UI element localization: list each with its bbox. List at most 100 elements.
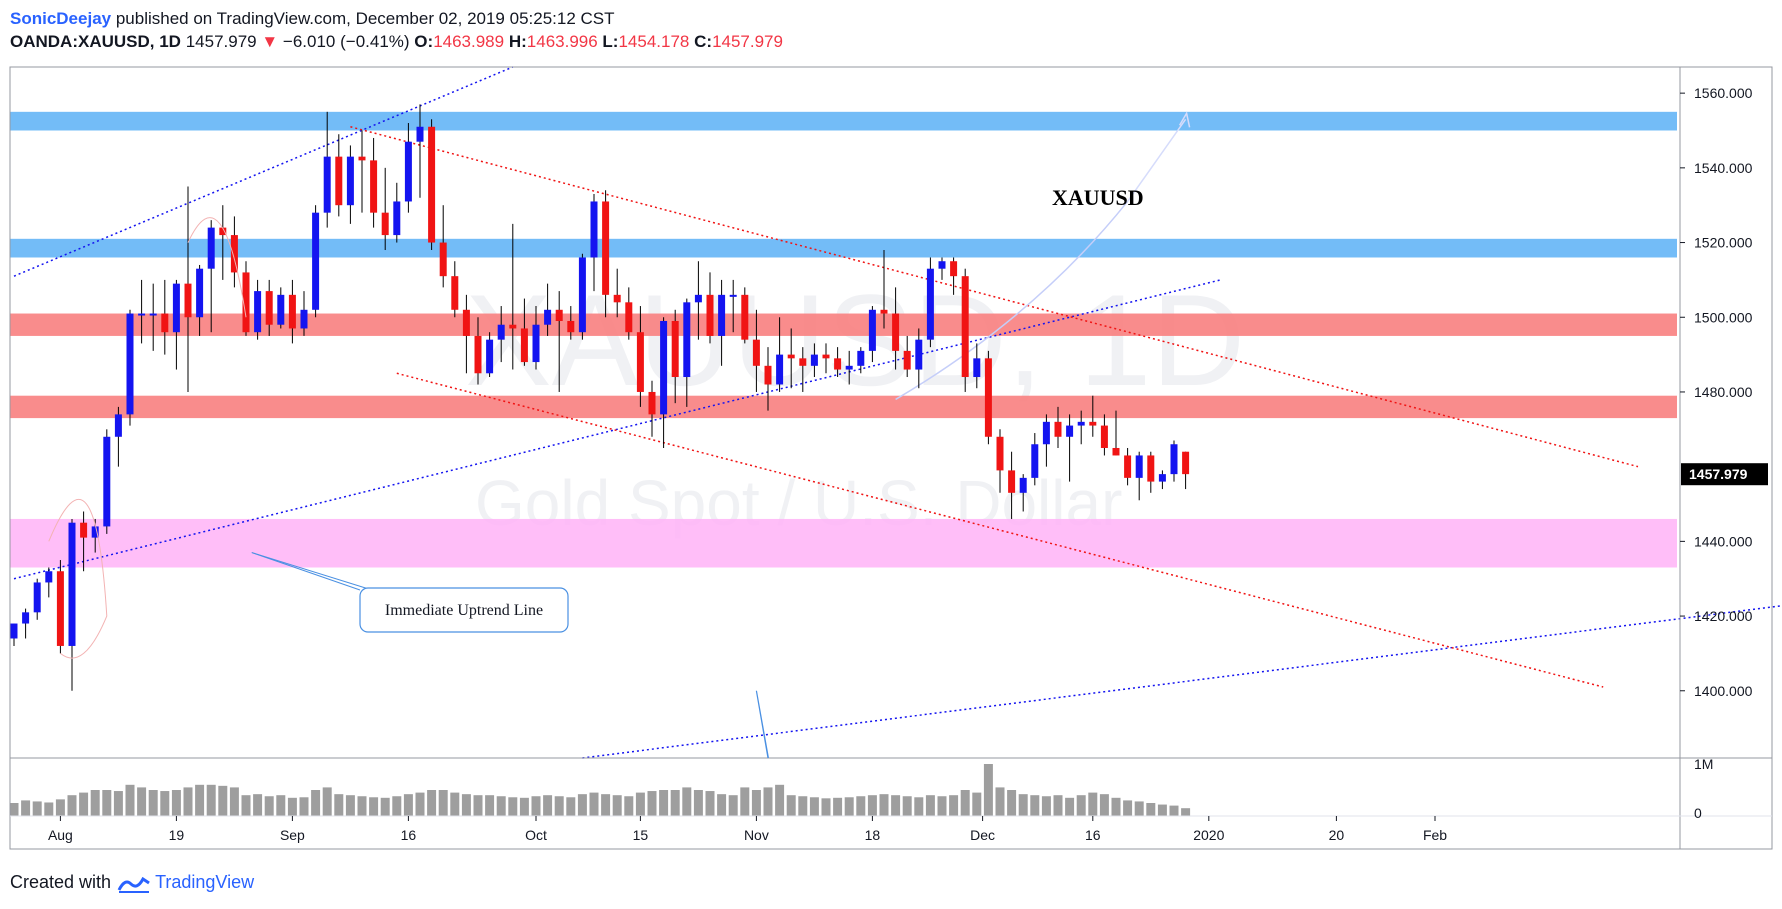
volume-bar bbox=[751, 790, 761, 816]
high-label: H: bbox=[508, 32, 527, 51]
candle-body bbox=[1089, 421, 1097, 426]
volume-bar bbox=[682, 787, 692, 816]
volume-bar bbox=[473, 795, 483, 816]
candle-body bbox=[172, 283, 180, 333]
candle-body bbox=[254, 291, 262, 333]
volume-bar bbox=[925, 795, 935, 816]
time-tick-label: Sep bbox=[280, 827, 305, 843]
candle-body bbox=[288, 294, 296, 329]
candle-body bbox=[741, 294, 749, 340]
candle-body bbox=[1031, 444, 1039, 478]
callout-pointer bbox=[251, 552, 373, 591]
candle-body bbox=[474, 335, 482, 374]
candle-body bbox=[938, 261, 946, 269]
candle-body bbox=[312, 212, 320, 310]
volume-bar bbox=[44, 802, 54, 816]
candle-body bbox=[1135, 455, 1143, 478]
candle-body bbox=[80, 522, 88, 538]
volume-bar bbox=[1146, 803, 1156, 816]
candle-body bbox=[428, 126, 436, 243]
candle-body bbox=[184, 283, 192, 318]
pivot-zone bbox=[10, 313, 1677, 336]
candle-body bbox=[903, 350, 911, 370]
time-tick-label: 16 bbox=[401, 827, 417, 843]
volume-bar bbox=[137, 787, 147, 816]
high-value: 1463.996 bbox=[526, 32, 598, 51]
time-tick-label: 20 bbox=[1329, 827, 1345, 843]
volume-bar bbox=[659, 790, 669, 816]
candle-body bbox=[242, 272, 250, 333]
volume-bar bbox=[253, 794, 263, 816]
volume-bar bbox=[403, 794, 413, 816]
volume-bar bbox=[195, 784, 205, 816]
volume-bar bbox=[937, 796, 947, 816]
candle-body bbox=[915, 339, 923, 370]
volume-bar bbox=[531, 796, 541, 816]
chart-annotation-title: XAUUSD bbox=[1052, 185, 1144, 210]
volume-bar bbox=[380, 797, 390, 816]
candle-body bbox=[149, 313, 157, 316]
volume-bar bbox=[206, 784, 216, 816]
long-uptrend-trendline bbox=[582, 604, 1782, 759]
candle-body bbox=[207, 227, 215, 269]
time-tick-label: Oct bbox=[525, 827, 547, 843]
volume-bar bbox=[171, 790, 181, 816]
candle-body bbox=[161, 313, 169, 333]
volume-bar bbox=[357, 796, 367, 816]
price-tick-label: 1480.000 bbox=[1694, 384, 1753, 400]
time-tick-label: 18 bbox=[865, 827, 881, 843]
open-label: O: bbox=[414, 32, 434, 51]
volume-bar bbox=[1181, 808, 1191, 816]
candle-body bbox=[346, 156, 354, 206]
volume-bar bbox=[1123, 800, 1133, 816]
volume-bar bbox=[496, 796, 506, 816]
volume-bar bbox=[311, 790, 321, 816]
volume-bar bbox=[914, 797, 924, 816]
volume-bar bbox=[9, 803, 19, 816]
candle-body bbox=[996, 436, 1004, 471]
volume-bar bbox=[519, 797, 529, 816]
candle-body bbox=[56, 571, 64, 646]
author-link[interactable]: SonicDeejay bbox=[10, 9, 112, 28]
volume-bar bbox=[183, 787, 193, 816]
candle-body bbox=[1019, 477, 1027, 493]
candle-body bbox=[370, 160, 378, 213]
candle-body bbox=[265, 291, 273, 325]
candle-body bbox=[636, 332, 644, 392]
volume-bar bbox=[438, 790, 448, 816]
tradingview-brand[interactable]: TradingView bbox=[117, 872, 254, 893]
volume-bar bbox=[334, 794, 344, 816]
candle-body bbox=[590, 201, 598, 258]
candle-body bbox=[33, 582, 41, 613]
price-tick-label: 1520.000 bbox=[1694, 235, 1753, 251]
volume-bar bbox=[995, 787, 1005, 816]
candle-body bbox=[277, 294, 285, 325]
time-tick-label: Aug bbox=[48, 827, 73, 843]
volume-bar bbox=[717, 794, 727, 816]
last-price-badge bbox=[1681, 463, 1768, 486]
volume-bar bbox=[55, 799, 65, 816]
last-price-label: 1457.979 bbox=[1689, 466, 1748, 482]
low-label: L: bbox=[602, 32, 619, 51]
volume-bar bbox=[891, 795, 901, 816]
candle-body bbox=[219, 227, 227, 236]
volume-bar bbox=[1030, 795, 1040, 816]
chart-header: SonicDeejay published on TradingView.com… bbox=[10, 7, 783, 53]
upper-downtrend-trendline bbox=[350, 126, 1639, 468]
candle-body bbox=[1112, 447, 1120, 456]
symbol-label: OANDA:XAUUSD, 1D bbox=[10, 32, 181, 51]
candle-body bbox=[880, 309, 888, 314]
volume-bar bbox=[102, 790, 112, 816]
resistance-zone bbox=[10, 238, 1677, 258]
price-tick-label: 1560.000 bbox=[1694, 85, 1753, 101]
projection-path bbox=[1126, 118, 1187, 202]
volume-bar bbox=[241, 795, 251, 816]
volume-bar bbox=[763, 787, 773, 816]
volume-bar bbox=[264, 796, 274, 816]
down-triangle-icon: ▼ bbox=[261, 32, 279, 51]
candle-body bbox=[416, 126, 424, 142]
candle-body bbox=[660, 320, 668, 415]
volume-tick-label: 1M bbox=[1694, 756, 1713, 772]
close-value: 1457.979 bbox=[712, 32, 783, 51]
